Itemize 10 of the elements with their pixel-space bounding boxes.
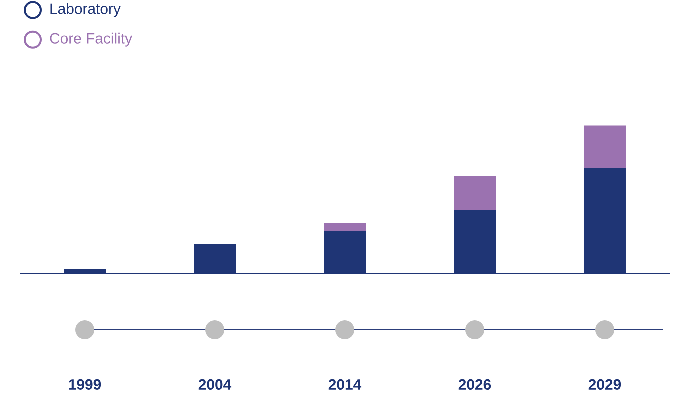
legend-label: Laboratory bbox=[50, 3, 121, 18]
x-tick-label: 2014 bbox=[328, 380, 362, 390]
x-tick-label: 2029 bbox=[588, 380, 622, 390]
x-tick-label: 2004 bbox=[198, 380, 232, 390]
bar bbox=[324, 223, 366, 232]
legend-label: Core Facility bbox=[50, 33, 132, 47]
bar bbox=[584, 126, 626, 168]
x-tick-label: 2026 bbox=[458, 380, 492, 390]
bar bbox=[454, 176, 496, 210]
x-tick-label: 1999 bbox=[69, 380, 102, 390]
